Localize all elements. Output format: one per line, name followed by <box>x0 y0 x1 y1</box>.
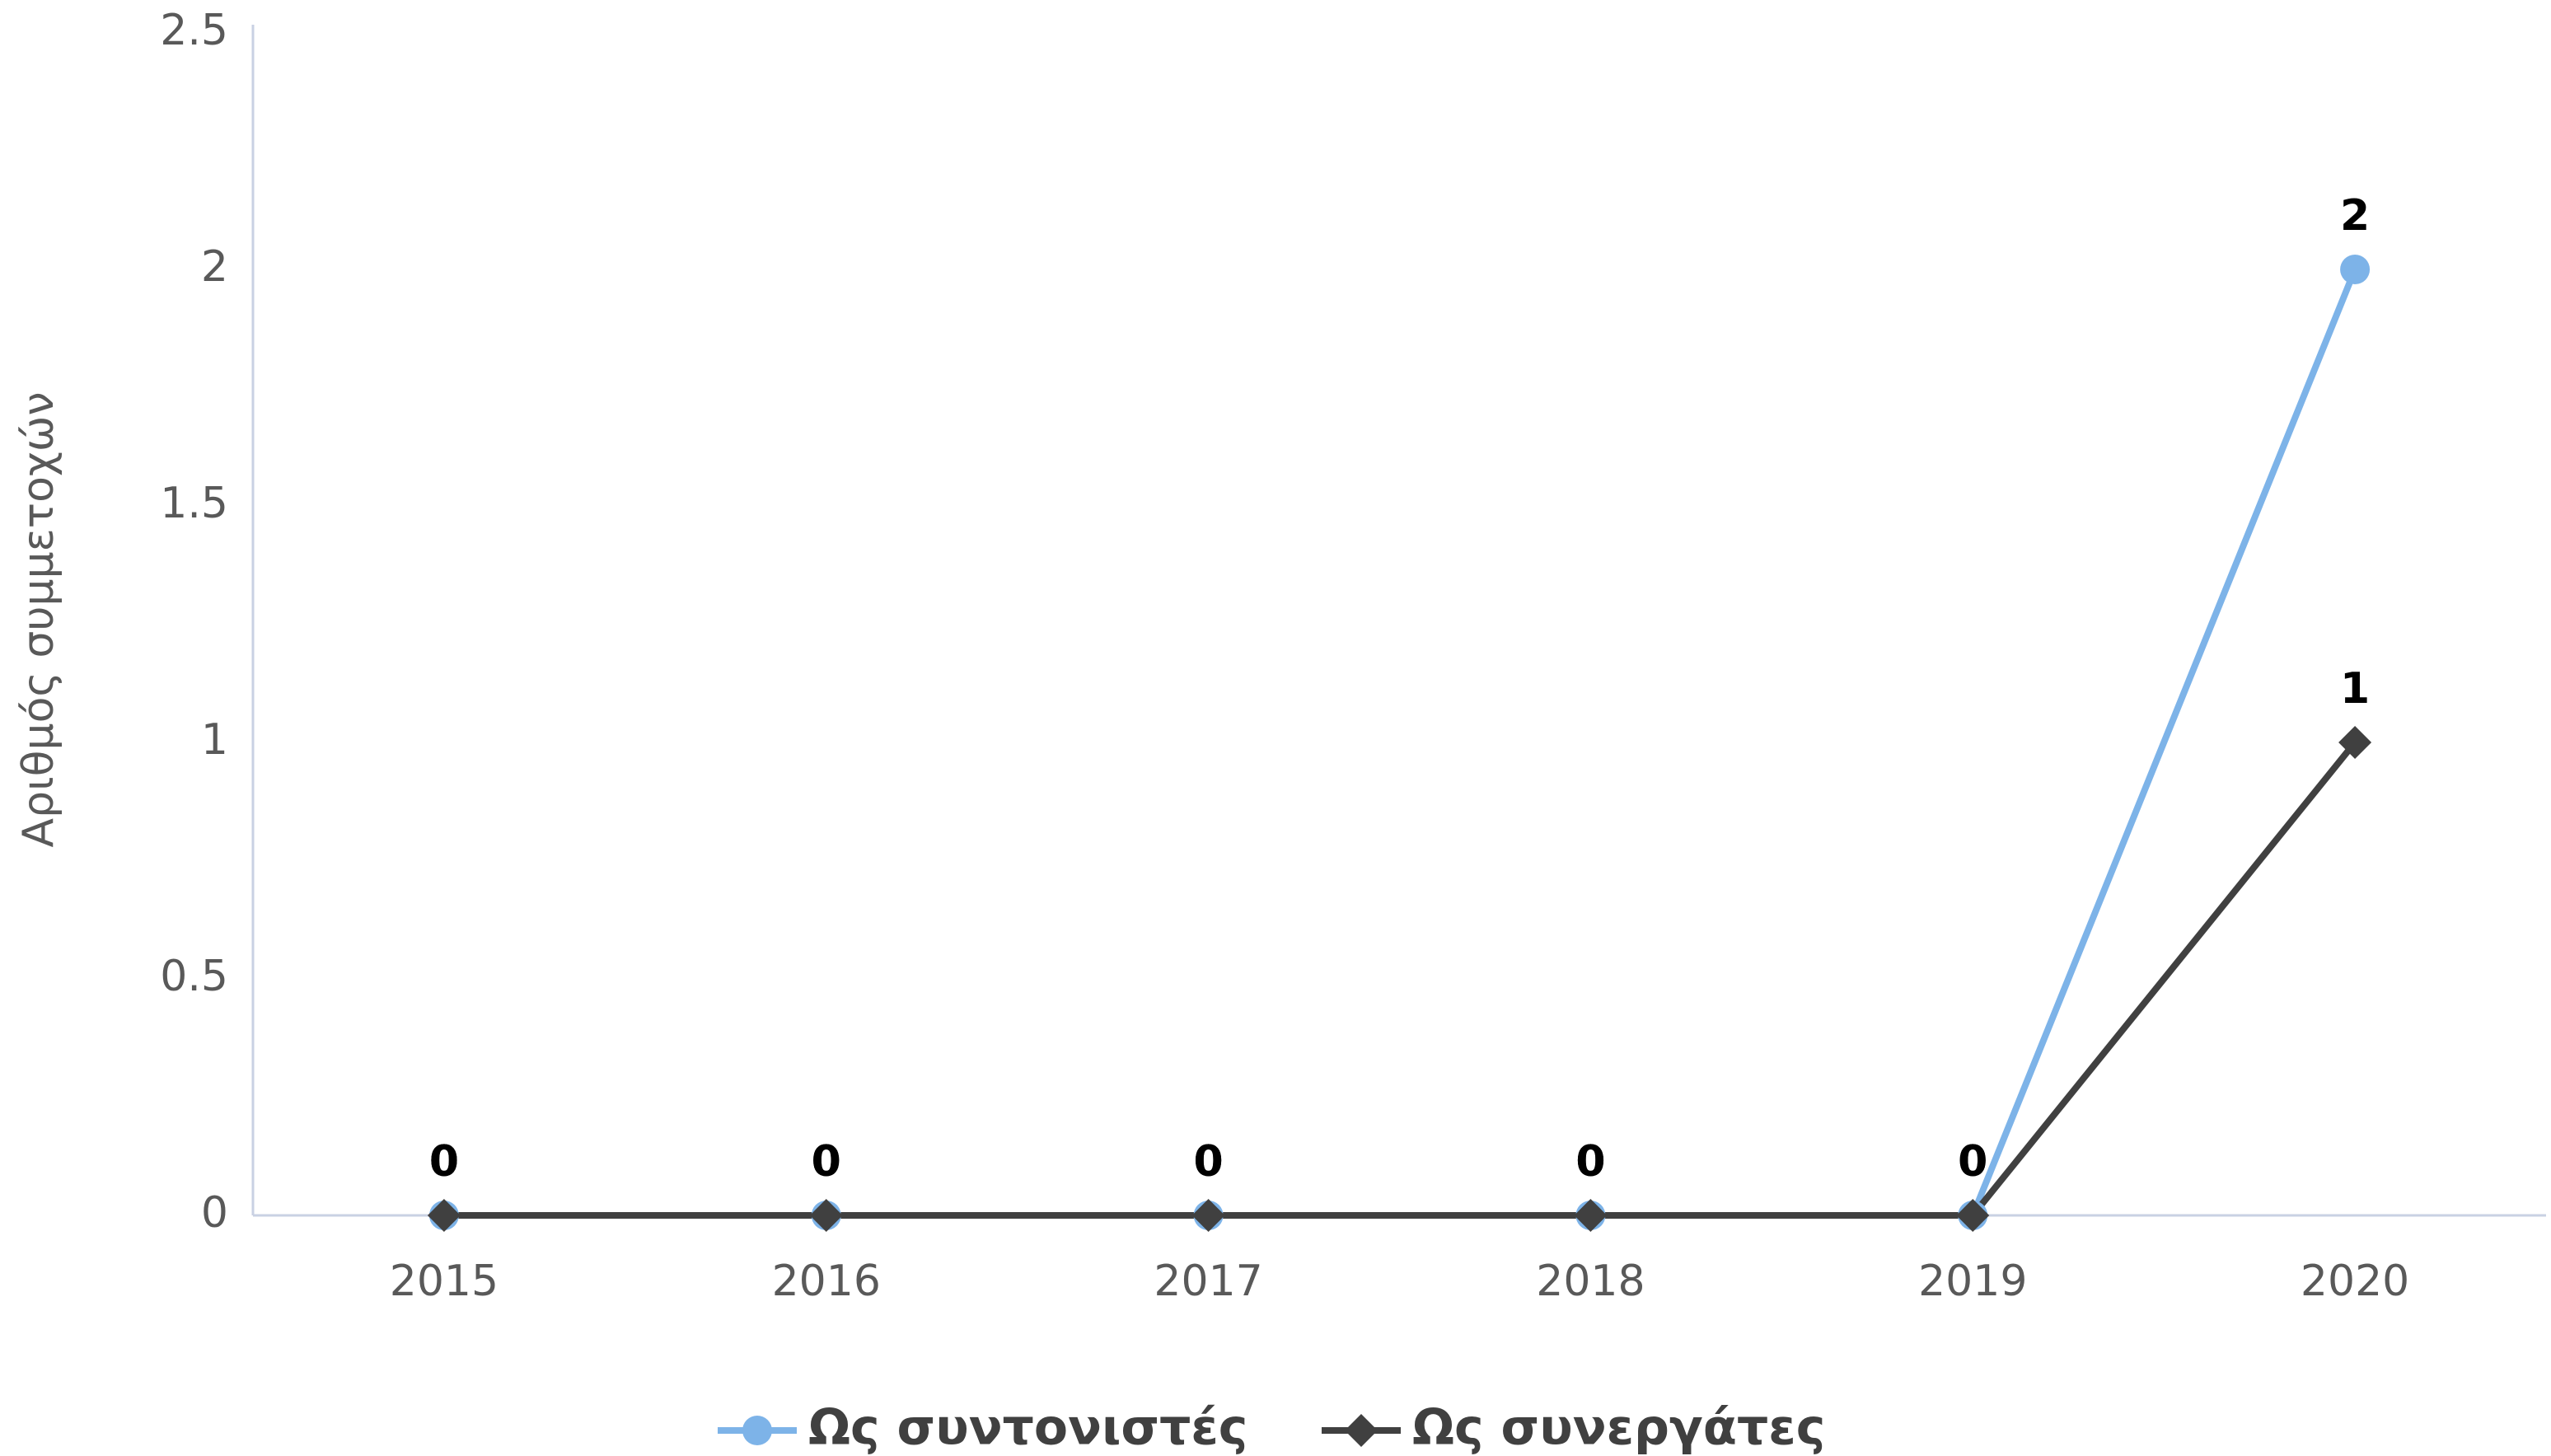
x-tick-label: 2017 <box>1154 1257 1262 1306</box>
point <box>427 1199 461 1232</box>
legend-marker <box>1345 1414 1378 1447</box>
y-tick-label: 2.5 <box>160 6 228 55</box>
y-tick-label: 0 <box>201 1188 228 1238</box>
y-tick-label: 2 <box>201 242 228 292</box>
data-label: 0 <box>429 1137 459 1187</box>
point <box>2340 255 2371 284</box>
data-label: 0 <box>429 1137 459 1187</box>
data-label: 0 <box>1958 1137 1987 1187</box>
data-label: 0 <box>1575 1137 1605 1187</box>
series-line <box>443 740 2358 1219</box>
x-tick-label: 2016 <box>772 1257 881 1306</box>
point <box>809 1199 843 1232</box>
x-tick-label: 2020 <box>2301 1257 2409 1306</box>
x-tick-label: 2015 <box>390 1257 498 1306</box>
legend-marker <box>742 1416 772 1445</box>
x-tick-label: 2019 <box>1918 1257 2027 1306</box>
data-label: 0 <box>1958 1137 1987 1187</box>
legend-label: Ως συνεργάτες <box>1412 1399 1825 1456</box>
y-axis-title: Αριθμός συμμετοχών <box>14 391 63 847</box>
data-label: 0 <box>812 1137 841 1187</box>
legend-label: Ως συντονιστές <box>808 1399 1247 1456</box>
data-label: 0 <box>1193 1137 1223 1187</box>
y-tick-label: 0.5 <box>160 952 228 1001</box>
point <box>1956 1199 1990 1232</box>
series-line <box>443 268 2358 1219</box>
point <box>2338 726 2372 759</box>
data-label: 1 <box>2340 664 2370 714</box>
point <box>1574 1199 1608 1232</box>
x-tick-label: 2018 <box>1536 1257 1645 1306</box>
data-label: 0 <box>812 1137 841 1187</box>
data-label: 0 <box>1575 1137 1605 1187</box>
y-tick-label: 1 <box>201 715 228 765</box>
y-tick-label: 1.5 <box>160 479 228 528</box>
data-label: 0 <box>1193 1137 1223 1187</box>
point <box>1191 1199 1225 1232</box>
data-label: 2 <box>2340 191 2370 241</box>
